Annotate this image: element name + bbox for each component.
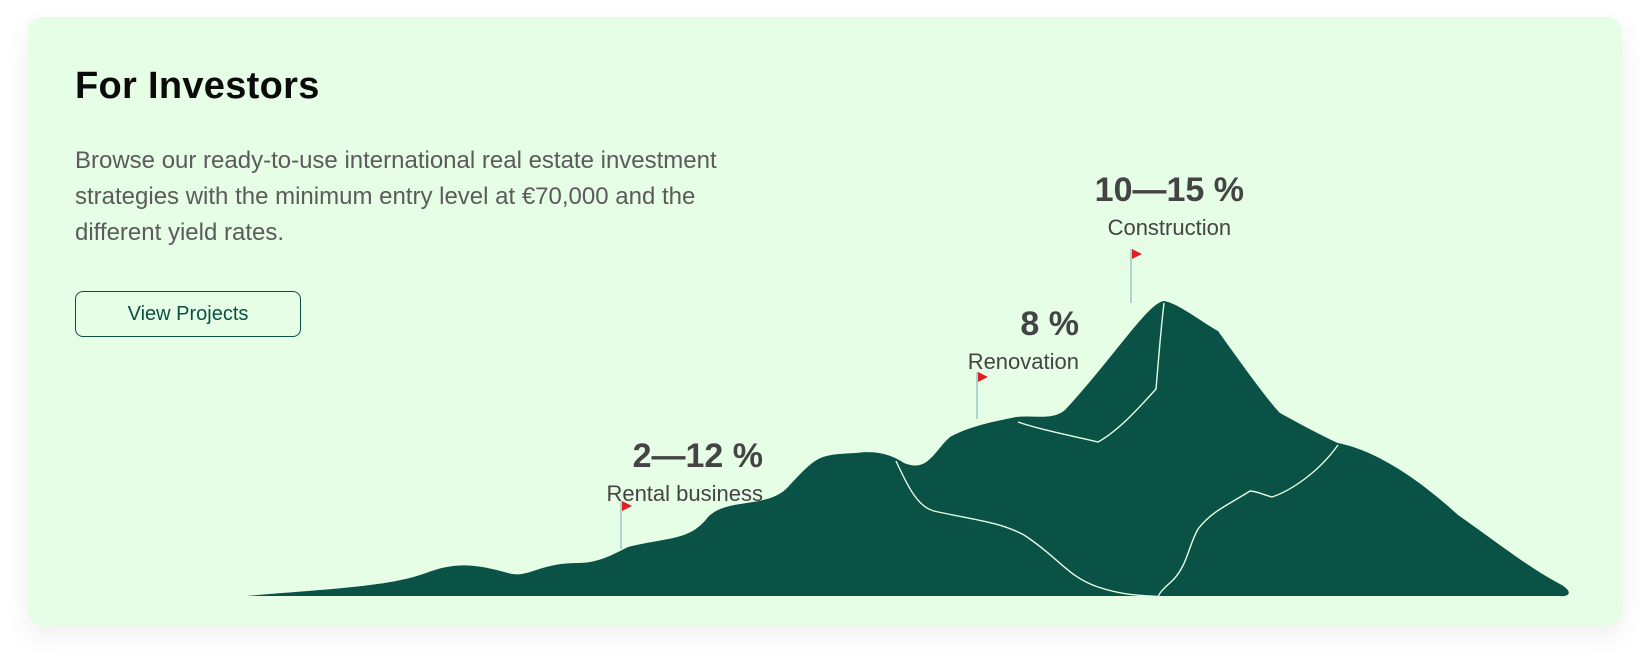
stat-rental-business: 2—12 % Rental business	[606, 437, 763, 509]
mountain-shape	[246, 301, 1569, 597]
mountain-illustration	[246, 249, 1569, 598]
flag-construction	[1130, 249, 1142, 303]
stat-percent: 2—12 %	[632, 437, 763, 475]
flag-icon	[622, 501, 632, 511]
stat-percent: 8 %	[1020, 305, 1079, 343]
flag-icon	[1132, 249, 1142, 259]
stat-label: Renovation	[967, 349, 1079, 374]
page-title: For Investors	[75, 65, 320, 107]
stat-renovation: 8 % Renovation	[968, 305, 1079, 377]
stat-percent: 10—15 %	[1094, 171, 1244, 209]
stat-construction: 10—15 % Construction	[1095, 171, 1244, 243]
flag-renovation	[976, 372, 988, 419]
investors-card: For Investors Browse our ready-to-use in…	[28, 17, 1622, 625]
description-text: Browse our ready-to-use international re…	[75, 147, 717, 246]
view-projects-button[interactable]: View Projects	[75, 291, 301, 337]
stat-label: Construction	[1107, 215, 1232, 240]
stat-label: Rental business	[606, 481, 763, 506]
flag-rental	[620, 501, 632, 549]
flag-icon	[978, 372, 988, 382]
mountain-ridge-lines	[895, 302, 1339, 598]
